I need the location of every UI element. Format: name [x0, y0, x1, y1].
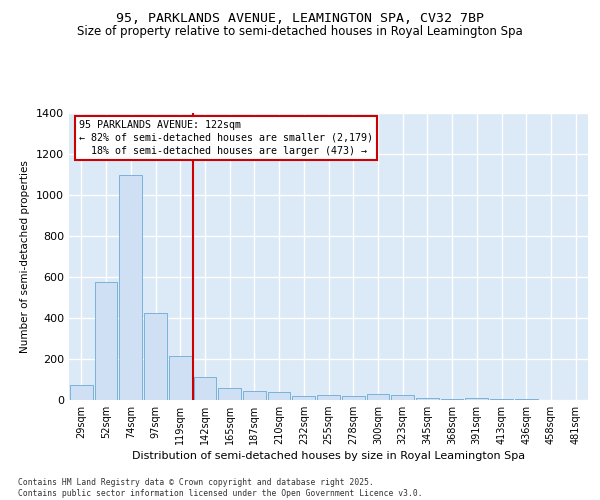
Text: Size of property relative to semi-detached houses in Royal Leamington Spa: Size of property relative to semi-detach…: [77, 25, 523, 38]
X-axis label: Distribution of semi-detached houses by size in Royal Leamington Spa: Distribution of semi-detached houses by …: [132, 452, 525, 462]
Bar: [342, 396, 365, 400]
Bar: [391, 396, 414, 400]
Text: 95 PARKLANDS AVENUE: 122sqm
← 82% of semi-detached houses are smaller (2,179)
  : 95 PARKLANDS AVENUE: 122sqm ← 82% of sem…: [79, 120, 373, 156]
Bar: [490, 399, 513, 400]
Bar: [367, 394, 389, 400]
Bar: [218, 388, 241, 400]
Bar: [194, 378, 216, 400]
Bar: [292, 396, 315, 400]
Bar: [95, 282, 118, 400]
Bar: [268, 392, 290, 400]
Bar: [441, 399, 463, 400]
Bar: [243, 392, 266, 400]
Bar: [169, 356, 191, 400]
Bar: [466, 398, 488, 400]
Text: Contains HM Land Registry data © Crown copyright and database right 2025.
Contai: Contains HM Land Registry data © Crown c…: [18, 478, 422, 498]
Text: 95, PARKLANDS AVENUE, LEAMINGTON SPA, CV32 7BP: 95, PARKLANDS AVENUE, LEAMINGTON SPA, CV…: [116, 12, 484, 26]
Bar: [317, 395, 340, 400]
Bar: [119, 175, 142, 400]
Bar: [70, 384, 93, 400]
Bar: [416, 398, 439, 400]
Y-axis label: Number of semi-detached properties: Number of semi-detached properties: [20, 160, 31, 352]
Bar: [144, 312, 167, 400]
